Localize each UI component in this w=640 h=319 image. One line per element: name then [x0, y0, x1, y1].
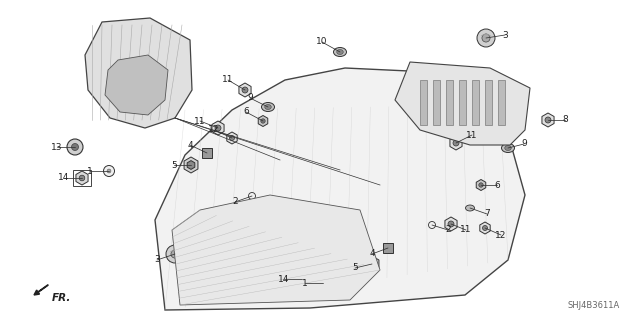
FancyArrow shape	[34, 285, 48, 295]
Circle shape	[72, 144, 79, 151]
Polygon shape	[187, 160, 195, 169]
Circle shape	[477, 29, 495, 47]
Text: 14: 14	[278, 275, 290, 284]
Text: 10: 10	[316, 38, 328, 47]
Polygon shape	[365, 256, 379, 272]
Ellipse shape	[465, 205, 474, 211]
Circle shape	[429, 221, 435, 228]
Text: SHJ4B3611A: SHJ4B3611A	[568, 300, 620, 309]
Text: 14: 14	[58, 174, 70, 182]
Circle shape	[248, 192, 255, 199]
Polygon shape	[480, 222, 490, 234]
Text: 3: 3	[154, 256, 160, 264]
Text: 4: 4	[187, 140, 193, 150]
Polygon shape	[76, 171, 88, 185]
Text: 6: 6	[243, 108, 249, 116]
Ellipse shape	[262, 102, 275, 112]
Text: 13: 13	[51, 143, 63, 152]
Polygon shape	[476, 180, 486, 190]
Bar	[485, 80, 492, 125]
Text: FR.: FR.	[52, 293, 72, 303]
Ellipse shape	[265, 105, 271, 109]
Text: 11: 11	[195, 116, 205, 125]
Bar	[446, 80, 453, 125]
Circle shape	[166, 245, 184, 263]
Polygon shape	[296, 272, 308, 286]
Circle shape	[215, 125, 221, 131]
Circle shape	[79, 175, 85, 181]
Polygon shape	[227, 132, 237, 144]
Text: 11: 11	[222, 76, 234, 85]
Circle shape	[171, 250, 179, 258]
Polygon shape	[409, 68, 421, 82]
Bar	[73, 170, 91, 186]
Circle shape	[448, 221, 454, 227]
Polygon shape	[395, 62, 530, 145]
Polygon shape	[258, 115, 268, 127]
Circle shape	[300, 276, 305, 282]
Circle shape	[107, 169, 111, 173]
Circle shape	[67, 139, 83, 155]
Bar	[293, 271, 311, 287]
Text: 2: 2	[445, 226, 451, 234]
Text: 12: 12	[495, 231, 507, 240]
Text: 2: 2	[232, 197, 238, 206]
Text: 11: 11	[460, 226, 472, 234]
Circle shape	[317, 278, 328, 288]
Bar	[433, 80, 440, 125]
Circle shape	[261, 119, 265, 123]
Text: 9: 9	[521, 139, 527, 149]
Text: 6: 6	[494, 181, 500, 189]
Text: 5: 5	[352, 263, 358, 272]
Circle shape	[483, 226, 488, 231]
Text: 1: 1	[87, 167, 93, 175]
Circle shape	[321, 281, 325, 285]
Text: 3: 3	[502, 31, 508, 40]
Polygon shape	[368, 260, 376, 268]
Circle shape	[479, 183, 483, 187]
Bar	[459, 80, 466, 125]
Ellipse shape	[502, 144, 515, 152]
Circle shape	[242, 87, 248, 93]
Circle shape	[545, 117, 551, 123]
Polygon shape	[445, 217, 457, 231]
Polygon shape	[239, 83, 251, 97]
Text: 4: 4	[369, 249, 375, 258]
Bar	[472, 80, 479, 125]
Bar	[383, 243, 393, 253]
Text: 8: 8	[562, 115, 568, 124]
Polygon shape	[542, 113, 554, 127]
Text: 1: 1	[302, 278, 308, 287]
Polygon shape	[105, 55, 168, 115]
Circle shape	[230, 136, 234, 140]
Polygon shape	[450, 136, 462, 150]
Text: 9: 9	[247, 93, 253, 102]
Ellipse shape	[505, 145, 511, 151]
Text: 5: 5	[171, 160, 177, 169]
Polygon shape	[172, 195, 380, 305]
Circle shape	[104, 166, 115, 176]
Bar	[202, 148, 212, 158]
Polygon shape	[184, 157, 198, 173]
Circle shape	[412, 72, 418, 78]
Ellipse shape	[333, 48, 346, 56]
Polygon shape	[155, 68, 525, 310]
Ellipse shape	[337, 49, 343, 55]
Polygon shape	[85, 18, 192, 128]
Polygon shape	[212, 121, 224, 135]
Text: 7: 7	[484, 210, 490, 219]
Text: 11: 11	[467, 130, 477, 139]
Circle shape	[482, 34, 490, 42]
Text: 12: 12	[208, 125, 220, 135]
Bar	[420, 80, 427, 125]
Circle shape	[453, 140, 459, 146]
Bar	[498, 80, 505, 125]
